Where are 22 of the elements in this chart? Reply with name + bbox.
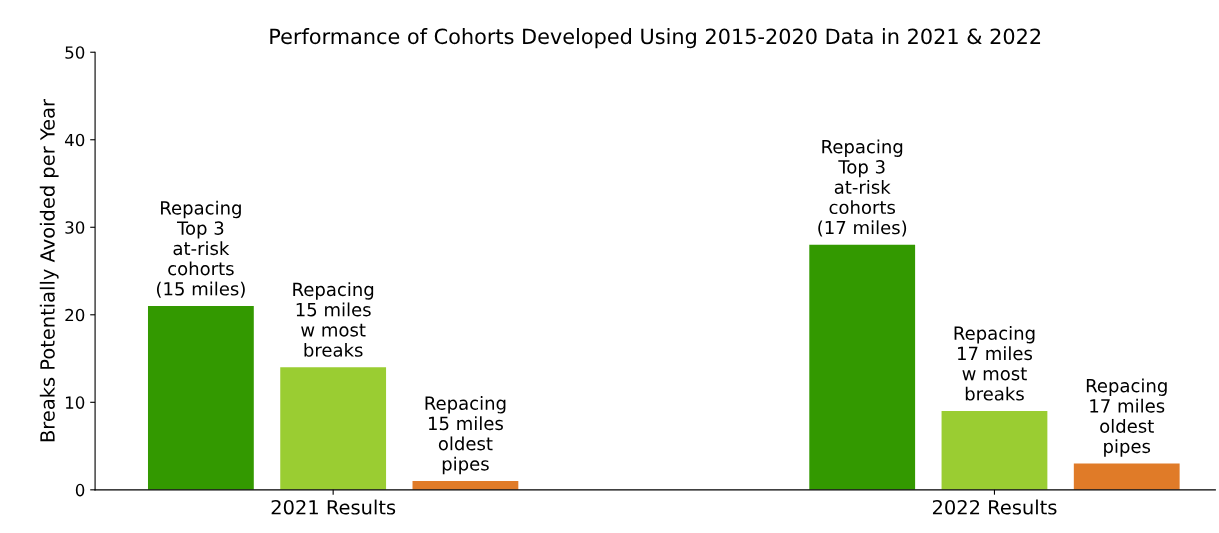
data-label: Repacing 15 miles oldest pipes bbox=[425, 396, 506, 475]
bar bbox=[941, 411, 1048, 490]
data-label: Repacing 17 miles oldest pipes bbox=[1086, 378, 1167, 457]
bar bbox=[280, 367, 387, 490]
bar bbox=[412, 481, 519, 490]
y-tick-label: 30 bbox=[65, 221, 85, 234]
y-tick-label: 40 bbox=[64, 133, 85, 147]
data-label: Repacing Top 3 at-risk cohorts (17 miles) bbox=[818, 139, 907, 237]
y-axis-title: Breaks Potentially Avoided per Year bbox=[39, 99, 59, 442]
bar bbox=[147, 306, 254, 490]
y-tick-label: 20 bbox=[65, 308, 85, 322]
y-tick-label: 10 bbox=[65, 396, 85, 409]
x-tick-label: 2022 Results bbox=[932, 499, 1057, 515]
data-label: Repacing 15 miles w most breaks bbox=[293, 282, 374, 357]
bar bbox=[1073, 463, 1180, 490]
y-tick-label: 50 bbox=[65, 46, 85, 59]
data-label: Repacing 17 miles w most breaks bbox=[954, 325, 1035, 401]
bar bbox=[809, 244, 916, 490]
data-label: Repacing Top 3 at-risk cohorts (15 miles) bbox=[156, 200, 245, 298]
x-tick-label: 2021 Results bbox=[271, 499, 396, 515]
y-tick-label: 0 bbox=[75, 483, 85, 497]
chart-title: Performance of Cohorts Developed Using 2015-2020 Data in 2021 & 2022 bbox=[270, 28, 1041, 49]
